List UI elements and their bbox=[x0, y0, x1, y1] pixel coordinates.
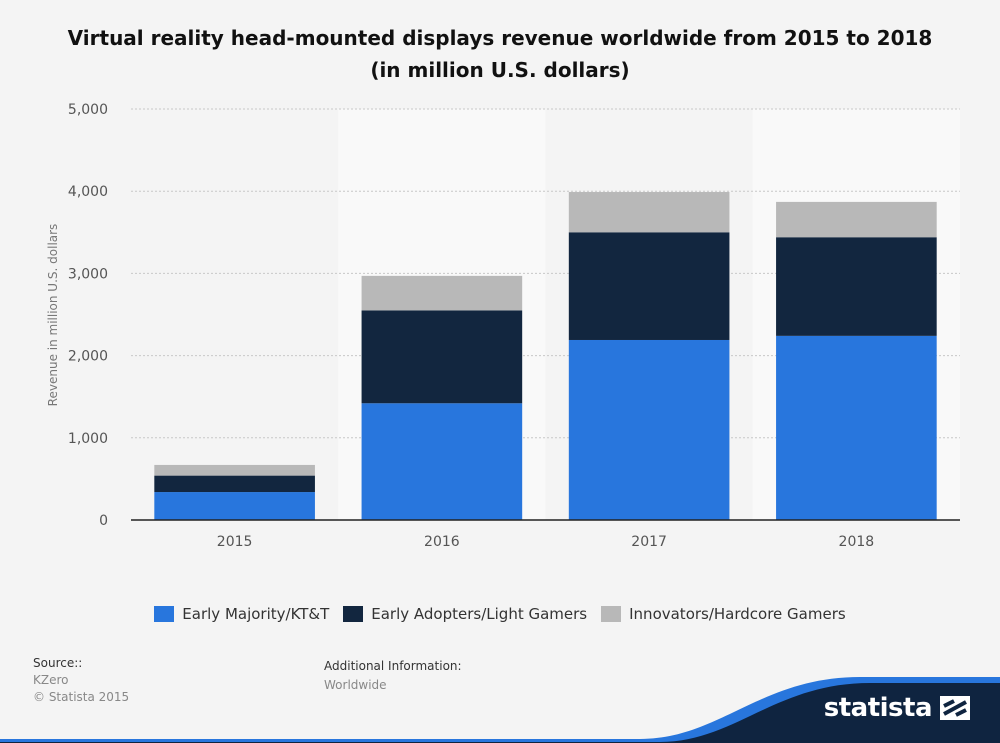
y-axis-label: Revenue in million U.S. dollars bbox=[46, 224, 60, 407]
legend-label-early-majority: Early Majority/KT&T bbox=[182, 605, 330, 623]
chart-title-line1: Virtual reality head-mounted displays re… bbox=[67, 26, 933, 50]
bar-segment[interactable] bbox=[776, 201, 937, 238]
legend: Early Majority/KT&T Early Adopters/Light… bbox=[0, 605, 1000, 623]
statista-logo[interactable]: statista bbox=[824, 693, 970, 723]
source-label: Source:: bbox=[33, 656, 83, 670]
additional-info-label: Additional Information: bbox=[324, 659, 462, 673]
legend-swatch-innovators bbox=[601, 606, 622, 622]
bar-segment[interactable] bbox=[568, 339, 730, 520]
legend-swatch-early-adopters bbox=[343, 606, 364, 622]
additional-info-block: Additional Information: Worldwide bbox=[324, 659, 462, 692]
legend-label-innovators: Innovators/Hardcore Gamers bbox=[629, 605, 846, 623]
x-tick-label: 2016 bbox=[424, 534, 460, 550]
plot-band bbox=[131, 109, 339, 520]
footer-wave bbox=[0, 677, 1000, 743]
source-block: Source:: KZero © Statista 2015 bbox=[33, 656, 129, 704]
bar-segment[interactable] bbox=[154, 464, 315, 476]
bar-segment[interactable] bbox=[154, 475, 315, 493]
additional-info-value: Worldwide bbox=[324, 678, 387, 692]
y-tick-label: 2,000 bbox=[68, 349, 108, 365]
legend-label-early-adopters: Early Adopters/Light Gamers bbox=[371, 605, 588, 623]
statista-logo-icon bbox=[940, 696, 970, 720]
bar-segment[interactable] bbox=[361, 275, 523, 311]
y-tick-label: 3,000 bbox=[68, 266, 108, 282]
chart-title-line2: (in million U.S. dollars) bbox=[370, 58, 630, 82]
legend-swatch-early-majority bbox=[154, 606, 175, 622]
logo-text: statista bbox=[823, 693, 933, 723]
y-tick-label: 5,000 bbox=[68, 102, 108, 118]
bar-segment[interactable] bbox=[361, 403, 523, 520]
legend-item-early-majority[interactable]: Early Majority/KT&T bbox=[154, 605, 329, 623]
bar-segment[interactable] bbox=[154, 492, 315, 520]
y-tick-label: 4,000 bbox=[68, 184, 108, 200]
bar-segment[interactable] bbox=[568, 232, 730, 340]
bar-segment[interactable] bbox=[776, 335, 937, 520]
legend-item-innovators[interactable]: Innovators/Hardcore Gamers bbox=[601, 605, 846, 623]
y-tick-label: 1,000 bbox=[68, 431, 108, 447]
x-tick-label: 2017 bbox=[631, 534, 667, 550]
y-tick-label: 0 bbox=[99, 513, 108, 529]
chart-plot: 0 1,000 2,000 3,000 4,000 5,000 2015 2016 2017 2… bbox=[46, 102, 960, 550]
source-name[interactable]: KZero bbox=[33, 673, 69, 687]
copyright: © Statista 2015 bbox=[33, 690, 130, 704]
chart-title: Virtual reality head-mounted displays re… bbox=[0, 22, 1000, 86]
x-tick-label: 2015 bbox=[217, 534, 253, 550]
bar-segment[interactable] bbox=[776, 237, 937, 336]
legend-item-early-adopters[interactable]: Early Adopters/Light Gamers bbox=[343, 605, 587, 623]
bar-segment[interactable] bbox=[568, 192, 730, 233]
bar-segment[interactable] bbox=[361, 310, 523, 404]
x-tick-label: 2018 bbox=[839, 534, 875, 550]
